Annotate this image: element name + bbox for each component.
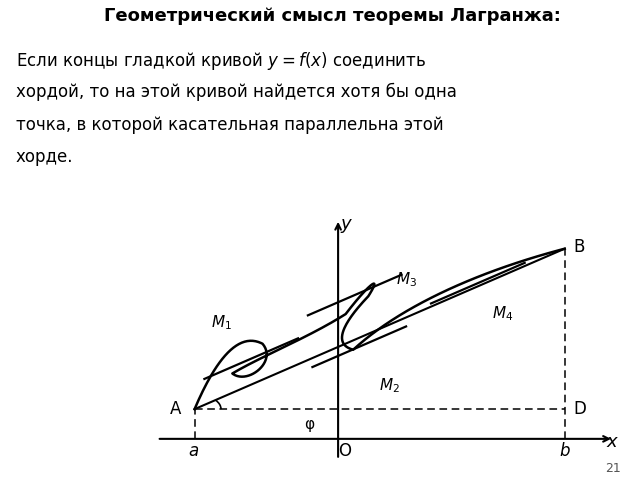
Text: B: B — [574, 239, 585, 256]
Text: $M_2$: $M_2$ — [379, 376, 400, 395]
Text: Геометрический смысл теоремы Лагранжа:: Геометрический смысл теоремы Лагранжа: — [104, 7, 561, 25]
Text: $M_4$: $M_4$ — [492, 305, 513, 324]
Text: $M_1$: $M_1$ — [211, 313, 232, 332]
Text: $M_3$: $M_3$ — [396, 270, 417, 289]
Text: точка, в которой касательная параллельна этой: точка, в которой касательная параллельна… — [16, 116, 444, 133]
Text: a: a — [188, 442, 198, 460]
Text: φ: φ — [305, 417, 314, 432]
Text: O: O — [339, 442, 351, 460]
Text: хорде.: хорде. — [16, 148, 74, 167]
Text: хордой, то на этой кривой найдется хотя бы одна: хордой, то на этой кривой найдется хотя … — [16, 83, 457, 101]
Text: b: b — [559, 442, 570, 460]
Text: Если концы гладкой кривой $y = f(x)$ соединить: Если концы гладкой кривой $y = f(x)$ сое… — [16, 50, 426, 72]
Text: D: D — [574, 400, 587, 418]
Text: A: A — [170, 400, 181, 418]
Text: y: y — [340, 215, 351, 233]
Text: 21: 21 — [605, 462, 621, 475]
Text: x: x — [606, 433, 617, 451]
